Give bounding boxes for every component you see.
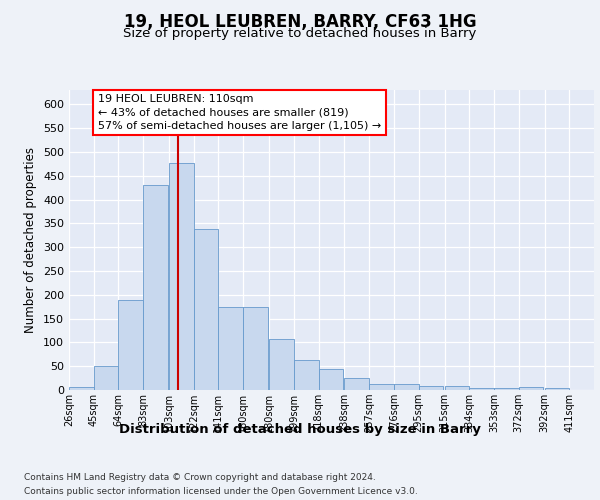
Text: Contains public sector information licensed under the Open Government Licence v3: Contains public sector information licen… <box>24 488 418 496</box>
Bar <box>445 386 469 390</box>
Bar <box>494 388 518 390</box>
Bar <box>194 229 218 390</box>
Bar <box>394 384 419 390</box>
Y-axis label: Number of detached properties: Number of detached properties <box>25 147 37 333</box>
Bar <box>269 339 294 390</box>
Text: 19, HEOL LEUBREN, BARRY, CF63 1HG: 19, HEOL LEUBREN, BARRY, CF63 1HG <box>124 12 476 30</box>
Text: Contains HM Land Registry data © Crown copyright and database right 2024.: Contains HM Land Registry data © Crown c… <box>24 472 376 482</box>
Text: Size of property relative to detached houses in Barry: Size of property relative to detached ho… <box>124 28 476 40</box>
Bar <box>518 386 544 390</box>
Bar <box>218 306 243 390</box>
Bar <box>118 300 143 390</box>
Bar <box>243 306 268 390</box>
Bar <box>319 368 343 390</box>
Text: 19 HEOL LEUBREN: 110sqm
← 43% of detached houses are smaller (819)
57% of semi-d: 19 HEOL LEUBREN: 110sqm ← 43% of detache… <box>98 94 381 131</box>
Bar <box>545 388 569 390</box>
Bar <box>294 360 319 390</box>
Bar <box>169 163 194 390</box>
Bar <box>94 366 118 390</box>
Bar <box>69 386 94 390</box>
Bar <box>344 378 369 390</box>
Bar <box>469 388 494 390</box>
Bar <box>369 384 394 390</box>
Text: Distribution of detached houses by size in Barry: Distribution of detached houses by size … <box>119 422 481 436</box>
Bar <box>419 386 443 390</box>
Bar <box>143 185 168 390</box>
